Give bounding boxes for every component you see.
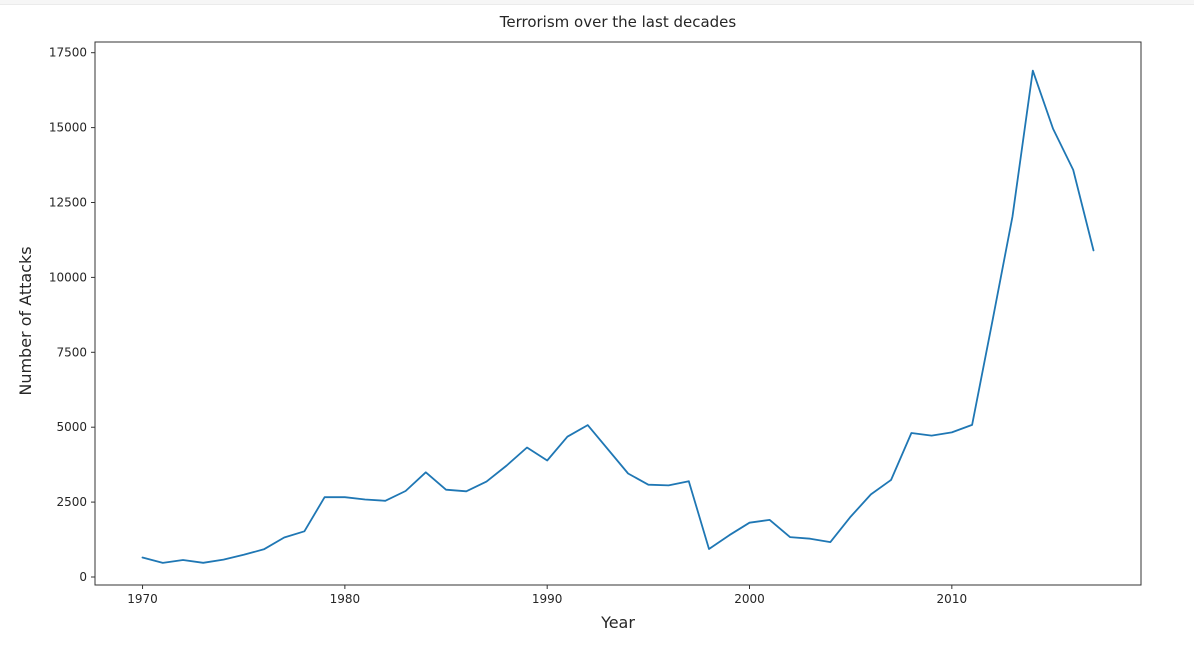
y-tick-label: 2500 [56,495,87,509]
y-axis-label: Number of Attacks [16,246,35,396]
y-tick-label: 5000 [56,420,87,434]
y-tick-label: 0 [79,570,87,584]
y-tick-label: 12500 [49,195,87,209]
y-tick-label: 17500 [49,46,87,60]
axes-spines [94,41,1142,586]
x-tick-label: 2000 [734,592,765,606]
y-tick-label: 7500 [56,345,87,359]
x-tick-label: 2010 [937,592,968,606]
x-tick-label: 1980 [330,592,361,606]
x-tick-label: 1970 [127,592,158,606]
window-top-edge [0,0,1194,5]
attacks-per-year-line-series [141,69,1095,564]
y-tick-label: 10000 [49,270,87,284]
x-tick-label: 1990 [532,592,563,606]
x-axis-label: Year [601,613,635,632]
y-tick-label: 15000 [49,121,87,135]
chart-title: Terrorism over the last decades [499,13,737,31]
